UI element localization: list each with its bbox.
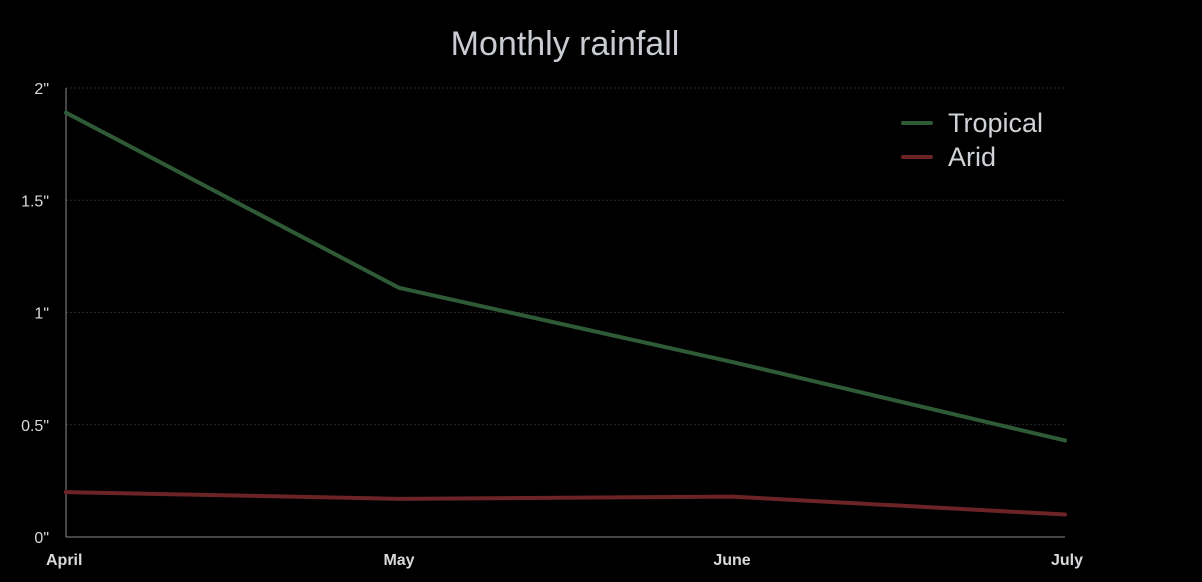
data-point-arid xyxy=(730,494,734,499)
y-axis-ticks: 0" 0.5" 1" 1.5" 2" xyxy=(21,81,49,547)
y-tick-label: 2" xyxy=(34,81,49,98)
y-tick-label: 1.5" xyxy=(21,193,49,210)
x-axis-ticks: April May June July xyxy=(46,552,1083,569)
x-tick-label: April xyxy=(46,552,82,569)
series-lines xyxy=(64,110,1067,517)
legend-label-arid: Arid xyxy=(948,142,996,172)
axes xyxy=(65,88,1065,538)
data-point-arid xyxy=(1063,512,1067,517)
y-tick-label: 0" xyxy=(34,530,49,547)
x-tick-label: May xyxy=(383,552,414,569)
grid xyxy=(66,87,1065,426)
legend: Tropical Arid xyxy=(901,108,1043,172)
data-point-arid xyxy=(397,496,401,501)
legend-label-tropical: Tropical xyxy=(948,108,1043,138)
data-point-tropical xyxy=(730,359,734,364)
y-tick-label: 1" xyxy=(34,306,49,323)
data-point-tropical xyxy=(1063,438,1067,443)
data-point-arid xyxy=(64,490,68,495)
series-line-tropical xyxy=(64,110,1067,443)
series-line-arid xyxy=(64,490,1067,517)
data-point-tropical xyxy=(64,110,68,115)
x-tick-label: July xyxy=(1051,552,1083,569)
x-tick-label: June xyxy=(713,552,750,569)
y-tick-label: 0.5" xyxy=(21,418,49,435)
data-point-tropical xyxy=(397,285,401,290)
chart-title: Monthly rainfall xyxy=(451,25,680,63)
